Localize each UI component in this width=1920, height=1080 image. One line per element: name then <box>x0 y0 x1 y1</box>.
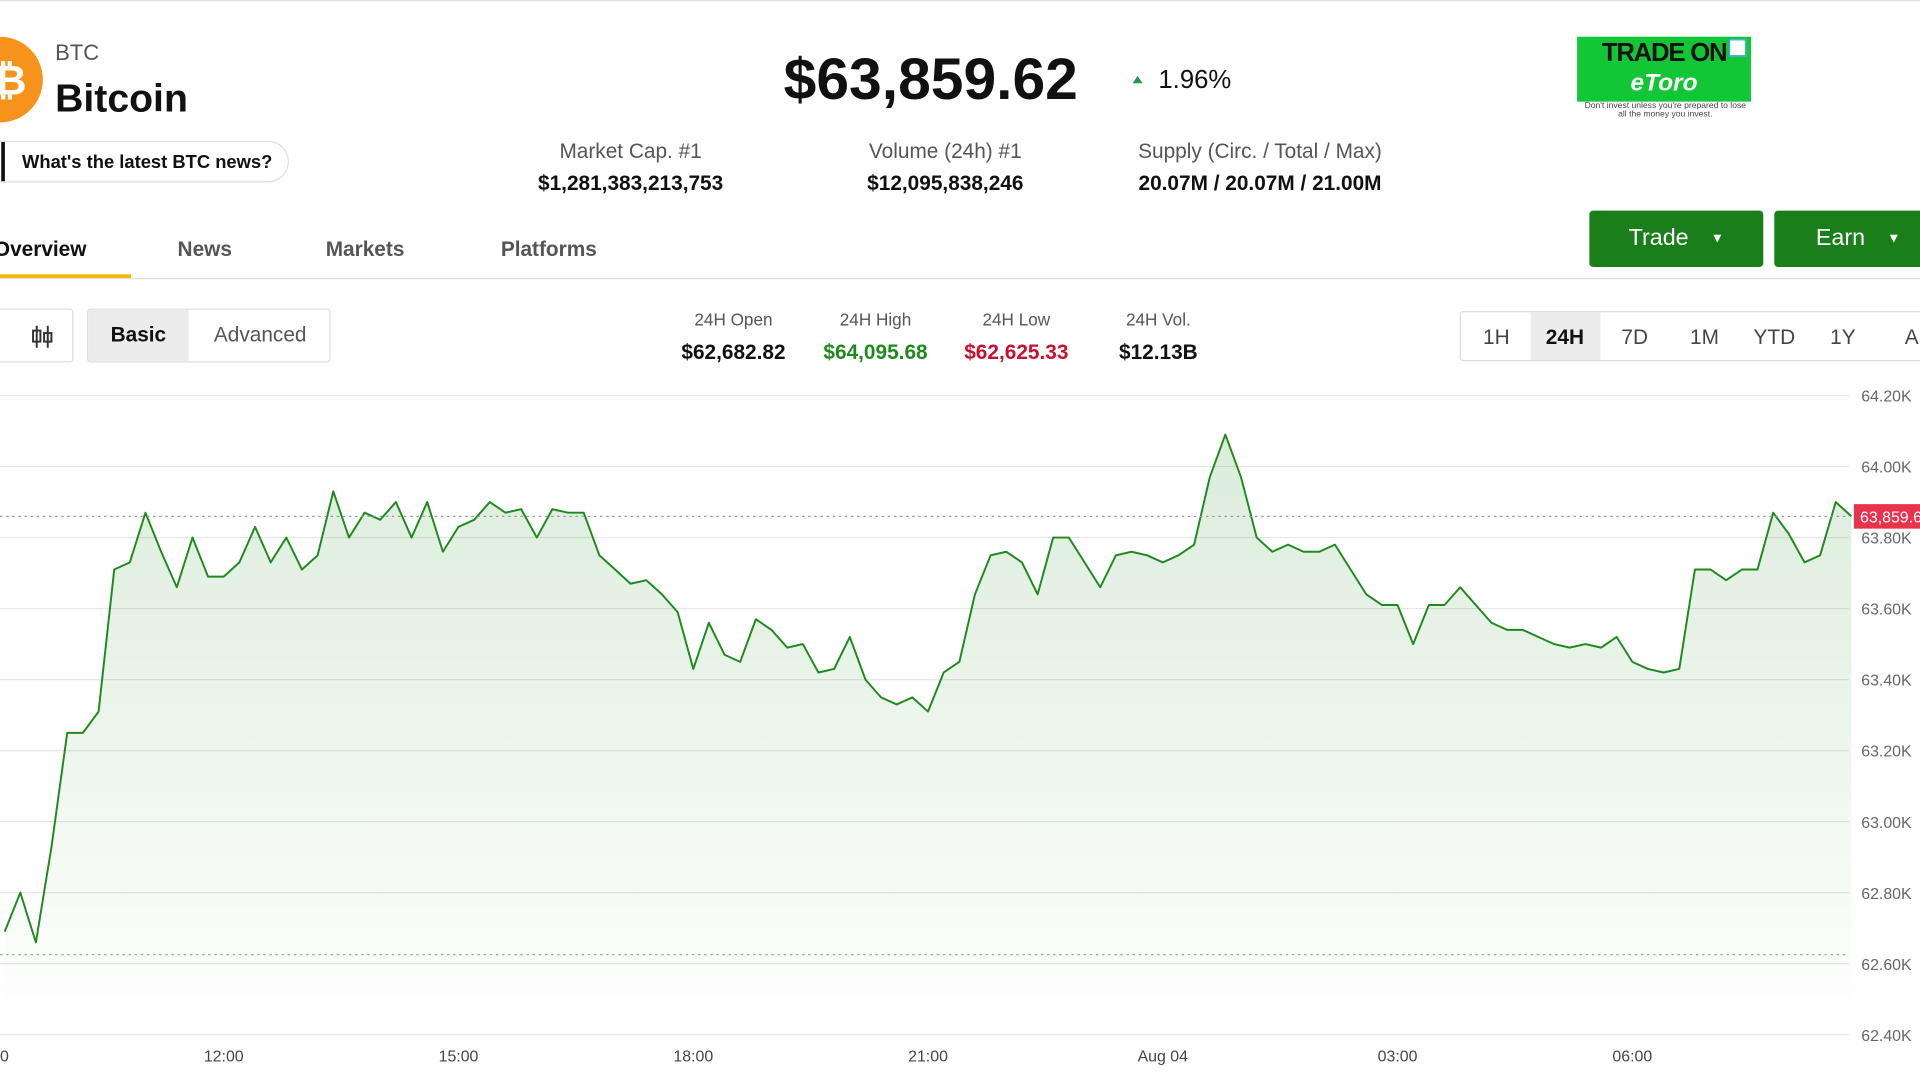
up-arrow <box>1132 75 1143 84</box>
x-tick-label: 12:00 <box>204 1049 244 1066</box>
y-tick-label: 63.20K <box>1861 744 1912 761</box>
x-tick-label: Aug 04 <box>1138 1049 1189 1066</box>
timeframe[interactable]: 1M <box>1690 325 1719 349</box>
y-tick-label: 63.40K <box>1861 673 1912 690</box>
tab-active[interactable]: Overview <box>0 237 87 261</box>
stat-value: $1,281,383,213,753 <box>538 171 724 195</box>
y-tick-label: 62.60K <box>1861 957 1912 974</box>
trade-button[interactable]: Trade ▼ <box>1589 210 1764 267</box>
x-tick-label: 15:00 <box>439 1049 479 1066</box>
timeframe[interactable]: 1H <box>1483 325 1510 349</box>
y-tick-label: 63.00K <box>1861 815 1912 832</box>
day-stat-value: $62,625.33 <box>964 340 1069 364</box>
mode-advanced[interactable]: Advanced <box>213 323 307 347</box>
timeframe[interactable]: YTD <box>1753 325 1796 349</box>
area-fill <box>4 434 1852 1035</box>
timeframe[interactable]: All <box>1904 325 1920 349</box>
stat-value: 20.07M / 20.07M / 21.00M <box>1138 171 1382 195</box>
day-stat-value: $62,682.82 <box>681 340 786 364</box>
news-button[interactable]: What's the latest BTC news? <box>0 140 289 183</box>
coin-logo: ₿ <box>0 36 43 123</box>
day-stat-label: 24H High <box>839 309 912 330</box>
caret: ▼ <box>1887 231 1901 247</box>
y-tick-label: 62.80K <box>1861 886 1912 903</box>
mode-basic[interactable]: Basic <box>88 309 189 362</box>
ad-disclaimer: Don't invest unless you're prepared to l… <box>1584 101 1747 119</box>
day-stat-value: $12.13B <box>1119 340 1198 364</box>
ad-choice[interactable] <box>1728 39 1747 57</box>
timeframe[interactable]: 1Y <box>1830 325 1856 349</box>
tab[interactable]: Markets <box>325 237 405 261</box>
price-line <box>3 433 1853 944</box>
news-button-label: What's the latest BTC news? <box>22 151 273 173</box>
ad-title: TRADE ON <box>1601 39 1728 68</box>
candle-icon <box>32 325 53 348</box>
y-tick-label: 62.40K <box>1861 1028 1912 1045</box>
price-change: 1.96% <box>1158 66 1232 95</box>
x-tick-label: 09:00 <box>0 1049 9 1066</box>
tab[interactable]: Platforms <box>500 237 597 261</box>
stat-value: $12,095,838,246 <box>867 171 1024 195</box>
candle-toggle[interactable] <box>0 308 74 363</box>
y-tick-label: 64.20K <box>1861 389 1912 406</box>
timeframe-selected[interactable]: 24H <box>1545 325 1584 349</box>
tab-underline <box>0 274 132 278</box>
x-tick-label: 21:00 <box>908 1049 948 1066</box>
tab-divider <box>0 277 1920 280</box>
price: $63,859.62 <box>783 47 1078 113</box>
day-stat-value: $64,095.68 <box>823 340 928 364</box>
y-tick-label: 63.60K <box>1861 602 1912 619</box>
caret: ▼ <box>1710 231 1724 247</box>
timeframe[interactable]: 7D <box>1621 325 1649 349</box>
svg-text:₿: ₿ <box>0 56 27 103</box>
timeframe-selected-bg <box>1530 312 1601 361</box>
tab[interactable]: News <box>177 237 232 261</box>
x-tick-label: 03:00 <box>1378 1049 1418 1066</box>
y-tick-label: 64.00K <box>1861 460 1912 477</box>
day-stat-label: 24H Open <box>694 309 773 330</box>
mode-toggle: Basic Advanced <box>86 308 331 363</box>
day-stat-label: 24H Vol. <box>1125 309 1191 330</box>
stat-label: Volume (24h) #1 <box>868 139 1022 163</box>
trade-label: Trade <box>1628 225 1689 252</box>
ad-banner[interactable]: TRADE ON eToro <box>1577 36 1752 102</box>
stat-label: Market Cap. #1 <box>559 139 702 163</box>
coin-symbol: BTC <box>55 40 100 65</box>
coin-name: Bitcoin <box>55 75 188 121</box>
earn-label: Earn <box>1815 225 1866 252</box>
top-border <box>0 0 1920 2</box>
earn-button[interactable]: Earn ▼ <box>1774 210 1920 267</box>
x-tick-label: 18:00 <box>673 1049 713 1066</box>
price-tag <box>1853 504 1920 529</box>
news-marker <box>1 142 5 182</box>
x-tick-label: 06:00 <box>1612 1049 1652 1066</box>
price-tag-label: 63,859.62 <box>1860 510 1920 527</box>
ad-brand: eToro <box>1630 69 1698 97</box>
timeframe-group: 1H 24H 7D 1M YTD 1Y All <box>1459 311 1920 362</box>
stat-label: Supply (Circ. / Total / Max) <box>1138 139 1382 163</box>
day-stat-label: 24H Low <box>982 309 1051 330</box>
y-tick-label: 63.80K <box>1861 531 1912 548</box>
